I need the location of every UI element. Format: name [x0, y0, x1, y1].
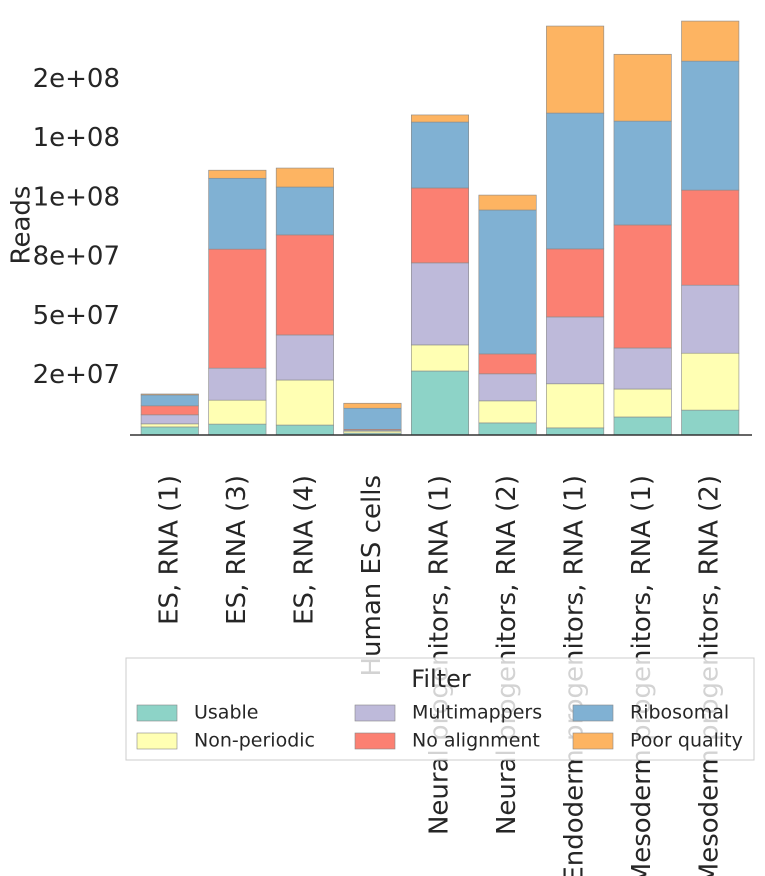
bar-segment — [410, 121, 470, 189]
x-tick-label: Neural progenitors, RNA (1) — [425, 475, 455, 835]
legend-box — [125, 657, 755, 761]
y-axis-label: Reads — [7, 186, 37, 265]
bar-segment — [613, 120, 672, 226]
bar-segment — [208, 177, 267, 250]
bar-segment — [343, 402, 402, 409]
bar-segment — [546, 248, 605, 318]
legend-swatch — [572, 704, 614, 722]
bar-segment — [546, 25, 605, 114]
legend-label: Multimappers — [412, 702, 542, 724]
legend-swatch — [354, 732, 396, 750]
legend-label: Usable — [194, 702, 258, 724]
y-tick-label: 5e+07 — [33, 301, 120, 331]
bar-segment — [208, 423, 267, 436]
legend-swatch — [136, 704, 178, 722]
legend-label: Non-periodic — [194, 730, 315, 752]
bar-segment — [208, 248, 267, 369]
x-tick-label: Human ES cells — [357, 475, 387, 677]
bar-segment — [681, 409, 740, 436]
x-tick-label: ES, RNA (1) — [154, 475, 184, 625]
x-tick-label: ES, RNA (4) — [289, 475, 319, 625]
x-tick-label: ES, RNA (3) — [222, 475, 252, 625]
bar-segment — [478, 422, 537, 436]
bar-segment — [410, 344, 470, 372]
bar-segment — [410, 262, 470, 346]
legend-swatch — [136, 732, 178, 750]
legend-label: Poor quality — [630, 730, 743, 752]
bar-segment — [140, 423, 199, 428]
legend-label: No alignment — [412, 730, 540, 752]
bar-segment — [681, 20, 740, 62]
legend-title: Filter — [411, 665, 471, 693]
bar-segment — [546, 383, 605, 429]
bar-segment — [275, 334, 334, 381]
bar-segment — [275, 424, 334, 436]
bar-segment — [613, 347, 672, 390]
bar-segment — [546, 316, 605, 385]
bar-segment — [275, 167, 334, 188]
bar-segment — [275, 234, 334, 336]
bar-segment — [546, 112, 605, 250]
bar-segment — [208, 169, 267, 179]
x-tick-label: Neural progenitors, RNA (2) — [492, 475, 522, 835]
bar-segment — [613, 224, 672, 349]
bar-segment — [208, 399, 267, 425]
bar-segment — [613, 388, 672, 418]
legend-label: Ribosomal — [630, 702, 729, 724]
bar-segment — [478, 194, 537, 211]
y-tick-label: 1e+08 — [33, 182, 120, 212]
bar-segment — [478, 209, 537, 355]
bar-segment — [613, 416, 672, 436]
y-tick-label: 8e+07 — [33, 242, 120, 272]
bar-segment — [478, 373, 537, 402]
bar-segment — [140, 414, 199, 425]
bar-segment — [140, 394, 199, 407]
bar-segment — [478, 400, 537, 424]
bar-segment — [681, 352, 740, 411]
bar-segment — [275, 379, 334, 426]
legend-swatch — [572, 732, 614, 750]
bar-segment — [140, 405, 199, 416]
bar-segment — [208, 367, 267, 401]
bar-segment — [681, 189, 740, 286]
bar-segment — [478, 353, 537, 375]
bar-segment — [140, 393, 199, 396]
bar-segment — [546, 427, 605, 436]
bar-segment — [410, 187, 470, 264]
legend-swatch — [354, 704, 396, 722]
bar-segment — [410, 114, 470, 123]
bar-segment — [140, 426, 199, 436]
bar-segment — [410, 370, 470, 436]
bar-segment — [681, 284, 740, 354]
bar-segment — [343, 407, 402, 430]
legend: Filter Usable Non-periodic Multimappers No a… — [125, 657, 755, 761]
y-tick-label: 1e+08 — [33, 123, 120, 153]
bar-segment — [613, 53, 672, 122]
y-tick-label: 2e+08 — [33, 64, 120, 94]
bar-segment — [275, 186, 334, 236]
bar-segment — [681, 60, 740, 191]
y-tick-label: 2e+07 — [33, 360, 120, 390]
